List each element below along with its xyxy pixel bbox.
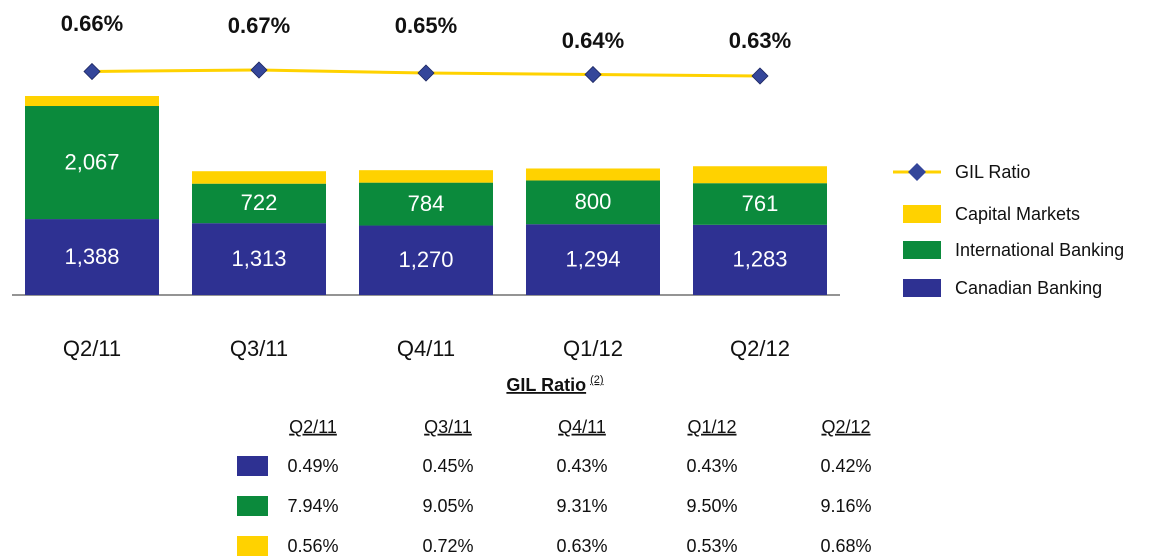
table-column-header: Q2/11: [289, 417, 337, 437]
x-tick-label: Q3/11: [230, 336, 288, 361]
legend-label: Canadian Banking: [955, 278, 1102, 298]
legend-marker: [908, 163, 926, 181]
bar-value-label: 1,388: [64, 244, 119, 269]
table-column-header: Q1/12: [687, 417, 736, 437]
bar-segment: [526, 224, 660, 295]
table-cell: 0.68%: [820, 536, 871, 556]
table-column-header: Q2/12: [821, 417, 870, 437]
line-value-label: 0.64%: [562, 28, 624, 53]
line-value-label: 0.65%: [395, 13, 457, 38]
bar-segment: [192, 171, 326, 184]
x-tick-label: Q4/11: [397, 336, 455, 361]
line-marker: [417, 64, 435, 82]
bar-segment: [693, 166, 827, 184]
bar-segment: [192, 183, 326, 224]
table-cell: 0.42%: [820, 456, 871, 476]
table-cell: 9.05%: [422, 496, 473, 516]
legend-label: GIL Ratio: [955, 162, 1030, 182]
bar-segment: [693, 183, 827, 225]
bar-value-label: 784: [408, 191, 445, 216]
bar-value-label: 1,270: [398, 247, 453, 272]
legend-label: International Banking: [955, 240, 1124, 260]
legend-swatch: [903, 241, 941, 259]
legend-label: Capital Markets: [955, 204, 1080, 224]
x-tick-label: Q2/12: [730, 336, 790, 361]
bar-value-label: 2,067: [64, 149, 119, 174]
line-marker: [751, 67, 769, 85]
line-marker: [83, 62, 101, 81]
line-value-label: 0.66%: [61, 11, 123, 36]
bar-segment: [25, 219, 159, 295]
table-title: GIL Ratio (2): [506, 374, 603, 395]
legend-swatch: [903, 279, 941, 297]
bar-segment: [359, 170, 493, 183]
table-title-text: GIL Ratio: [506, 375, 586, 395]
line-value-label: 0.67%: [228, 13, 290, 38]
legend-swatch: [903, 205, 941, 223]
bar-segment: [25, 96, 159, 107]
table-cell: 0.43%: [686, 456, 737, 476]
table-row-swatch: [237, 456, 268, 476]
bar-segment: [359, 225, 493, 295]
table-cell: 0.56%: [287, 536, 338, 556]
table-cell: 0.63%: [556, 536, 607, 556]
table-cell: 0.43%: [556, 456, 607, 476]
table-row-swatch: [237, 536, 268, 556]
table-column-header: Q4/11: [558, 417, 606, 437]
line-marker: [584, 65, 602, 84]
x-tick-label: Q2/11: [63, 336, 121, 361]
bar-segment: [526, 180, 660, 225]
bar-segment: [25, 106, 159, 220]
bar-segment: [526, 168, 660, 181]
table-cell: 9.31%: [556, 496, 607, 516]
bar-value-label: 761: [742, 191, 779, 216]
table-cell: 9.16%: [820, 496, 871, 516]
bar-value-label: 722: [241, 190, 278, 215]
bar-segment: [192, 223, 326, 295]
bar-segment: [693, 224, 827, 295]
table-cell: 0.49%: [287, 456, 338, 476]
table-cell: 9.50%: [686, 496, 737, 516]
table-note: (2): [590, 374, 603, 386]
table-cell: 7.94%: [287, 496, 338, 516]
bar-value-label: 1,294: [565, 246, 620, 271]
table-cell: 0.72%: [422, 536, 473, 556]
table-column-header: Q3/11: [424, 417, 472, 437]
bar-value-label: 1,283: [732, 247, 787, 272]
table-cell: 0.45%: [422, 456, 473, 476]
line-value-label: 0.63%: [729, 28, 791, 53]
table-row-swatch: [237, 496, 268, 516]
x-tick-label: Q1/12: [563, 336, 623, 361]
bar-value-label: 1,313: [231, 246, 286, 271]
bar-value-label: 800: [575, 189, 612, 214]
bar-segment: [359, 182, 493, 226]
table-cell: 0.53%: [686, 536, 737, 556]
line-marker: [250, 61, 268, 79]
